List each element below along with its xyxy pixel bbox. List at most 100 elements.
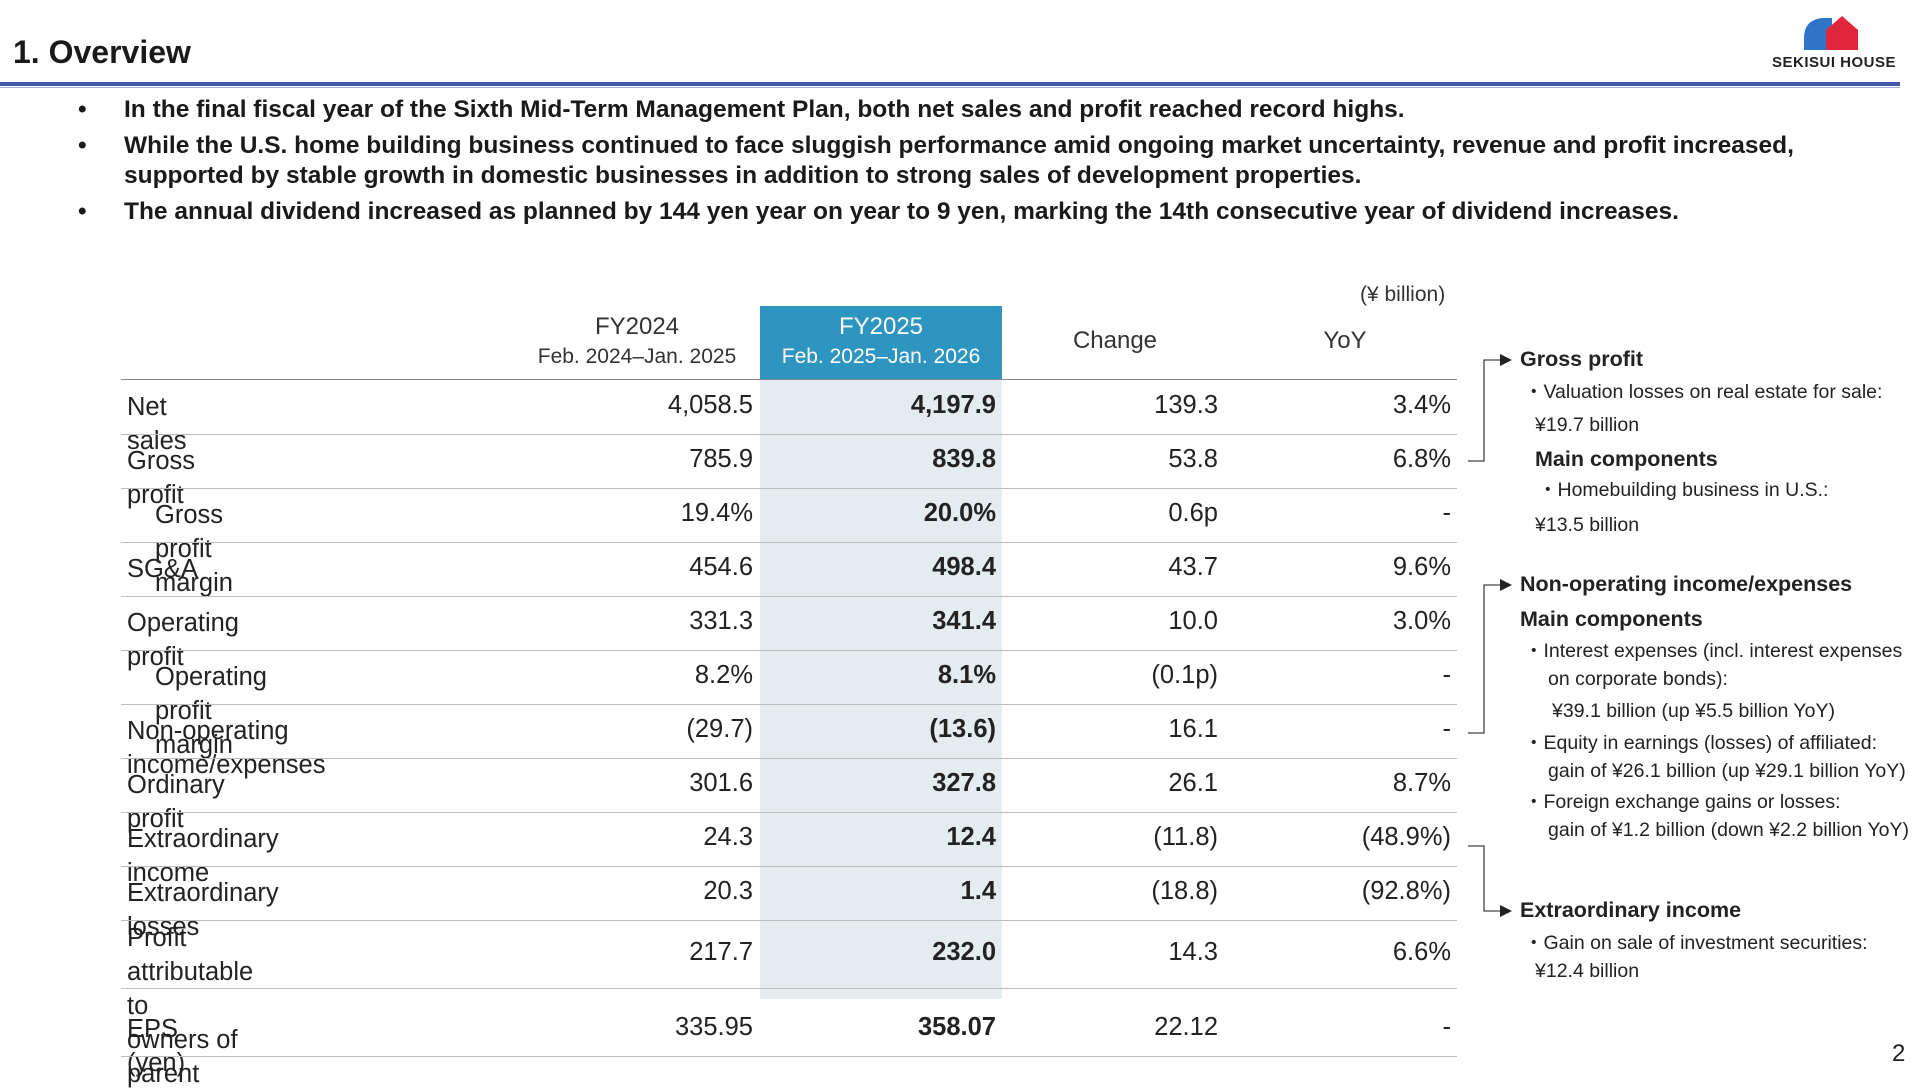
cell-fy2025: (13.6) <box>929 715 996 743</box>
row-label: Operating profit <box>127 609 239 671</box>
cell-fy2024: 785.9 <box>689 445 753 473</box>
row-label: Extraordinary losses <box>127 879 279 941</box>
cell-change: 0.6p <box>1168 499 1218 527</box>
cell-fy2024: (29.7) <box>686 715 753 743</box>
table-top-rule <box>121 379 1457 380</box>
cell-fy2024: 24.3 <box>703 823 753 851</box>
cell-fy2025: 12.4 <box>946 823 996 851</box>
row-divider <box>121 812 1457 813</box>
header-fy2024: FY2024 Feb. 2024–Jan. 2025 <box>520 313 754 369</box>
cell-yoy: - <box>1442 1013 1452 1041</box>
cell-change: 22.12 <box>1154 1013 1218 1041</box>
cell-fy2024: 301.6 <box>689 769 753 797</box>
row-label: Gross profit margin <box>155 501 233 597</box>
note-text: ¥13.5 billion <box>1535 514 1640 536</box>
row-divider <box>121 542 1457 543</box>
cell-change: 14.3 <box>1168 938 1218 966</box>
row-label: SG&A <box>127 555 198 583</box>
row-divider <box>121 596 1457 597</box>
note-text: gain of ¥26.1 billion (up ¥29.1 billion … <box>1548 760 1906 782</box>
cell-change: 16.1 <box>1168 715 1218 743</box>
logo-mark-icon <box>1804 16 1858 50</box>
row-divider <box>121 866 1457 867</box>
cell-change: 53.8 <box>1168 445 1218 473</box>
cell-fy2025: 1.4 <box>960 877 996 905</box>
cell-change: (18.8) <box>1151 877 1218 905</box>
cell-change: 139.3 <box>1154 391 1218 419</box>
row-divider <box>121 650 1457 651</box>
company-logo: SEKISUI HOUSE <box>1764 14 1904 74</box>
note-text: ・Valuation losses on real estate for sal… <box>1524 381 1883 403</box>
bullet-item: • While the U.S. home building business c… <box>74 131 1854 191</box>
note-text: ・Equity in earnings (losses) of affiliat… <box>1524 732 1877 754</box>
row-label: Operating profit margin <box>155 663 267 759</box>
cell-yoy: 6.6% <box>1392 938 1451 966</box>
note-text: gain of ¥1.2 billion (down ¥2.2 billion … <box>1548 819 1910 841</box>
cell-change: (11.8) <box>1153 823 1218 851</box>
cell-yoy: 8.7% <box>1392 769 1451 797</box>
cell-fy2024: 335.95 <box>675 1013 753 1041</box>
row-divider <box>121 434 1457 435</box>
page-number: 2 <box>1892 1040 1906 1067</box>
header-fy2025: FY2025 Feb. 2025–Jan. 2026 <box>760 313 1002 369</box>
cell-fy2025: 327.8 <box>932 769 996 797</box>
bullet-icon: • <box>78 132 87 159</box>
cell-fy2024: 8.2% <box>694 661 753 689</box>
bullet-icon: • <box>78 198 87 225</box>
cell-yoy: (92.8%) <box>1361 877 1451 905</box>
header-fy2024-label: FY2024 <box>594 313 680 340</box>
header-fy2024-period: Feb. 2024–Jan. 2025 <box>537 345 737 368</box>
note-subheading: Main components <box>1535 447 1718 471</box>
cell-fy2025: 498.4 <box>932 553 996 581</box>
cell-fy2024: 4,058.5 <box>667 391 753 419</box>
cell-change: (0.1p) <box>1151 661 1218 689</box>
note-text: ・Gain on sale of investment securities: <box>1524 932 1868 954</box>
highlight-column-header <box>760 306 1002 379</box>
title-rule-thin <box>0 87 1900 88</box>
cell-yoy: - <box>1442 715 1452 743</box>
cell-yoy: 6.8% <box>1392 445 1451 473</box>
bullet-item: • The annual dividend increased as planne… <box>74 197 1854 227</box>
cell-yoy: 3.0% <box>1392 607 1451 635</box>
cell-fy2024: 20.3 <box>703 877 753 905</box>
cell-fy2025: 232.0 <box>932 938 996 966</box>
cell-fy2024: 19.4% <box>680 499 753 527</box>
row-label: Net sales <box>127 393 187 455</box>
note-gross-profit-heading: Gross profit <box>1520 347 1644 371</box>
note-text: ・Homebuilding business in U.S.: <box>1538 479 1829 501</box>
row-label: Non-operating income/expenses <box>127 717 326 779</box>
row-divider <box>121 920 1457 921</box>
logo-text: SEKISUI HOUSE <box>1771 54 1897 71</box>
row-label-line: Profit attributable to <box>127 924 254 1020</box>
cell-yoy: - <box>1442 661 1452 689</box>
cell-fy2025: 4,197.9 <box>910 391 996 419</box>
header-yoy: YoY <box>1323 327 1367 354</box>
note-text: ・Interest expenses (incl. interest expen… <box>1524 640 1903 662</box>
unit-label: (¥ billion) <box>1360 283 1446 306</box>
cell-change: 26.1 <box>1168 769 1218 797</box>
note-text: ¥19.7 billion <box>1535 414 1640 436</box>
bullet-text: While the U.S. home building business co… <box>124 132 1794 189</box>
header-change: Change <box>1072 327 1158 354</box>
bullet-text: The annual dividend increased as planned… <box>124 198 1679 225</box>
note-extraordinary-heading: Extraordinary income <box>1520 898 1742 922</box>
cell-fy2024: 217.7 <box>689 938 753 966</box>
bullet-text: In the final fiscal year of the Sixth Mi… <box>124 96 1405 123</box>
bullet-icon: • <box>78 96 87 123</box>
page-title: 1. Overview <box>13 34 191 70</box>
header-fy2025-period: Feb. 2025–Jan. 2026 <box>781 345 981 368</box>
cell-yoy: - <box>1442 499 1452 527</box>
note-text: on corporate bonds): <box>1548 668 1728 690</box>
cell-fy2025: 839.8 <box>932 445 996 473</box>
cell-fy2024: 454.6 <box>689 553 753 581</box>
header-fy2025-label: FY2025 <box>838 313 924 340</box>
cell-yoy: (48.9%) <box>1361 823 1451 851</box>
row-label: Ordinary profit <box>127 771 225 833</box>
cell-fy2025: 341.4 <box>932 607 996 635</box>
cell-yoy: 3.4% <box>1392 391 1451 419</box>
row-label: Gross profit <box>127 447 196 509</box>
row-divider <box>121 758 1457 759</box>
cell-yoy: 9.6% <box>1392 553 1451 581</box>
cell-fy2024: 331.3 <box>689 607 753 635</box>
